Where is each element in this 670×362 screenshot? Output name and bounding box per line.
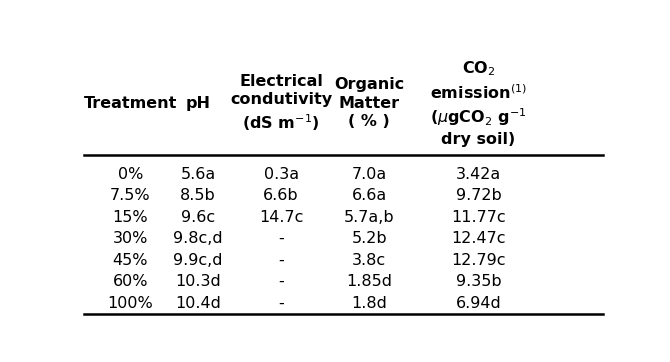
Text: 10.3d: 10.3d (175, 274, 221, 289)
Text: CO$_2$
emission$^{(1)}$
($\mu$gCO$_2$ g$^{-1}$
dry soil): CO$_2$ emission$^{(1)}$ ($\mu$gCO$_2$ g$… (430, 60, 527, 147)
Text: 3.8c: 3.8c (352, 253, 387, 268)
Text: 9.6c: 9.6c (181, 210, 215, 224)
Text: 45%: 45% (113, 253, 148, 268)
Text: 7.5%: 7.5% (110, 188, 151, 203)
Text: 14.7c: 14.7c (259, 210, 304, 224)
Text: 12.79c: 12.79c (451, 253, 506, 268)
Text: 9.9c,d: 9.9c,d (174, 253, 222, 268)
Text: 0.3a: 0.3a (263, 167, 299, 182)
Text: 6.6a: 6.6a (352, 188, 387, 203)
Text: 0%: 0% (118, 167, 143, 182)
Text: 9.35b: 9.35b (456, 274, 501, 289)
Text: 15%: 15% (113, 210, 148, 224)
Text: 30%: 30% (113, 231, 148, 246)
Text: 10.4d: 10.4d (175, 295, 221, 311)
Text: Treatment: Treatment (84, 96, 177, 111)
Text: -: - (278, 253, 284, 268)
Text: 11.77c: 11.77c (451, 210, 506, 224)
Text: 8.5b: 8.5b (180, 188, 216, 203)
Text: 1.85d: 1.85d (346, 274, 393, 289)
Text: 6.6b: 6.6b (263, 188, 299, 203)
Text: 9.8c,d: 9.8c,d (173, 231, 223, 246)
Text: 5.6a: 5.6a (180, 167, 216, 182)
Text: 3.42a: 3.42a (456, 167, 501, 182)
Text: 100%: 100% (108, 295, 153, 311)
Text: 5.2b: 5.2b (352, 231, 387, 246)
Text: -: - (278, 295, 284, 311)
Text: 7.0a: 7.0a (352, 167, 387, 182)
Text: 12.47c: 12.47c (451, 231, 506, 246)
Text: -: - (278, 274, 284, 289)
Text: Electrical
condutivity
(dS m$^{-1}$): Electrical condutivity (dS m$^{-1}$) (230, 74, 332, 133)
Text: 9.72b: 9.72b (456, 188, 501, 203)
Text: 6.94d: 6.94d (456, 295, 501, 311)
Text: 5.7a,b: 5.7a,b (344, 210, 395, 224)
Text: Organic
Matter
( % ): Organic Matter ( % ) (334, 77, 405, 130)
Text: pH: pH (186, 96, 210, 111)
Text: -: - (278, 231, 284, 246)
Text: 1.8d: 1.8d (351, 295, 387, 311)
Text: 60%: 60% (113, 274, 148, 289)
